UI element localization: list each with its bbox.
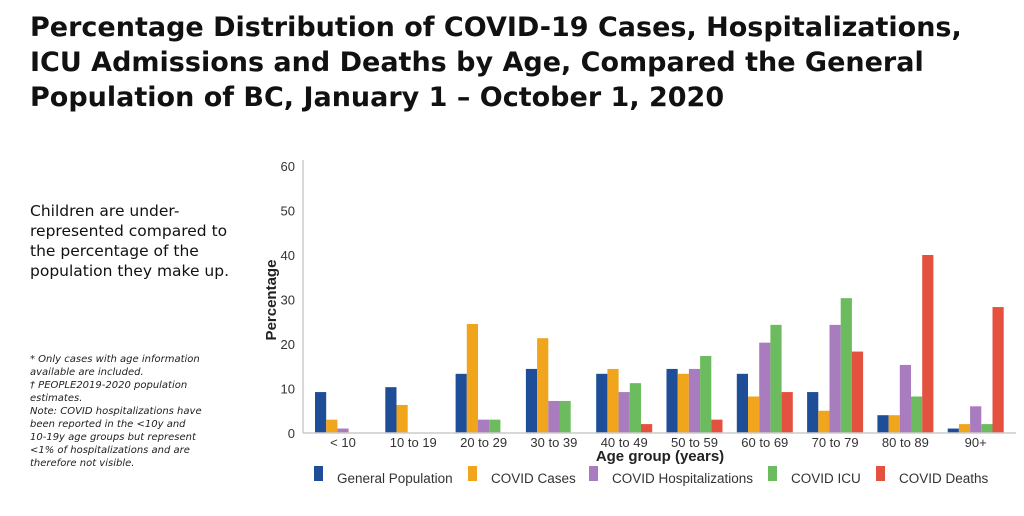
legend-swatch xyxy=(314,466,323,481)
footnote-population: † PEOPLE2019-2020 population estimates. xyxy=(30,380,188,404)
x-axis-label: Age group (years) xyxy=(596,448,724,465)
bar-general-population xyxy=(666,368,678,433)
bars xyxy=(315,255,1004,433)
bar-covid-hospitalizations xyxy=(548,400,560,433)
bar-general-population xyxy=(947,428,959,433)
x-tick-label: < 10 xyxy=(330,435,356,450)
bar-general-population xyxy=(877,415,889,433)
x-tick-label: 10 to 19 xyxy=(390,435,437,450)
y-tick-label: 0 xyxy=(288,426,295,441)
footnotes: * Only cases with age information availa… xyxy=(30,353,205,470)
bar-covid-cases xyxy=(818,410,830,433)
bar-general-population xyxy=(455,373,467,433)
bar-covid-hospitalizations xyxy=(899,364,911,433)
legend-swatch xyxy=(768,466,777,481)
legend-swatch xyxy=(876,466,885,481)
bar-covid-hospitalizations xyxy=(618,392,630,433)
y-tick-label: 60 xyxy=(281,159,295,174)
y-tick-label: 20 xyxy=(281,337,295,352)
y-tick-label: 10 xyxy=(281,382,295,397)
chart-title: Percentage Distribution of COVID-19 Case… xyxy=(30,12,962,113)
bar-covid-deaths xyxy=(992,307,1004,433)
legend-label: COVID ICU xyxy=(791,471,861,486)
bar-covid-hospitalizations xyxy=(970,406,982,433)
bar-covid-hospitalizations xyxy=(337,428,349,433)
bar-general-population xyxy=(385,387,397,433)
side-annotation: Children are under-represented compared … xyxy=(30,202,230,280)
bar-covid-deaths xyxy=(922,255,934,433)
bar-covid-icu xyxy=(629,383,641,433)
y-tick-label: 40 xyxy=(281,248,295,263)
x-tick-label: 60 to 69 xyxy=(741,435,788,450)
x-tick-label: 90+ xyxy=(965,435,987,450)
bar-covid-cases xyxy=(677,373,689,433)
bar-covid-cases xyxy=(396,404,408,433)
bar-covid-cases xyxy=(326,419,338,433)
bar-covid-hospitalizations xyxy=(688,368,701,433)
bar-general-population xyxy=(596,373,608,433)
bar-covid-cases xyxy=(958,424,971,433)
footnote-age: * Only cases with age information availa… xyxy=(30,354,200,378)
bar-covid-deaths xyxy=(781,392,793,433)
footnote-hospitalizations: Note: COVID hospitalizations have been r… xyxy=(30,406,202,469)
x-tick-label: 50 to 59 xyxy=(671,435,718,450)
y-tick-label: 50 xyxy=(281,204,295,219)
x-tick-label: 70 to 79 xyxy=(812,435,859,450)
bar-general-population xyxy=(736,373,748,433)
bar-general-population xyxy=(315,392,327,433)
y-tick-label: 30 xyxy=(281,293,295,308)
bar-covid-icu xyxy=(489,419,501,433)
bar-covid-deaths xyxy=(851,351,864,433)
bar-covid-icu xyxy=(911,396,923,433)
legend-label: COVID Hospitalizations xyxy=(612,471,753,486)
bar-covid-icu xyxy=(840,298,852,433)
bar-covid-hospitalizations xyxy=(829,324,841,433)
x-tick-label: 40 to 49 xyxy=(601,435,648,450)
bar-covid-icu xyxy=(770,324,782,433)
bar-general-population xyxy=(525,368,538,433)
legend-label: COVID Deaths xyxy=(899,471,989,486)
bar-covid-cases xyxy=(607,368,619,433)
bar-covid-icu xyxy=(700,356,712,433)
bar-covid-icu xyxy=(559,400,571,433)
legend: General Population COVID Cases COVID Hospi… xyxy=(314,466,989,486)
x-tick-label: 80 to 89 xyxy=(882,435,929,450)
bar-covid-cases xyxy=(748,396,760,433)
bar-covid-deaths xyxy=(641,424,653,433)
bar-general-population xyxy=(807,392,819,433)
bar-covid-deaths xyxy=(711,419,723,433)
legend-label: COVID Cases xyxy=(491,471,576,486)
bar-covid-cases xyxy=(466,323,478,433)
bar-covid-cases xyxy=(537,338,549,433)
bar-covid-icu xyxy=(981,424,993,433)
x-tick-label: 30 to 39 xyxy=(530,435,577,450)
bar-covid-hospitalizations xyxy=(759,342,771,433)
legend-label: General Population xyxy=(337,471,453,486)
bar-covid-hospitalizations xyxy=(478,419,490,433)
x-tick-label: 20 to 29 xyxy=(460,435,507,450)
legend-swatch xyxy=(589,466,598,481)
legend-swatch xyxy=(468,466,477,481)
y-axis-label: Percentage xyxy=(263,260,280,341)
bar-covid-cases xyxy=(888,415,900,433)
y-axis: 0 10 20 30 40 50 60 xyxy=(281,159,304,441)
x-axis: < 10 10 to 19 20 to 29 30 to 39 40 to 49 50 t… xyxy=(303,432,1016,450)
